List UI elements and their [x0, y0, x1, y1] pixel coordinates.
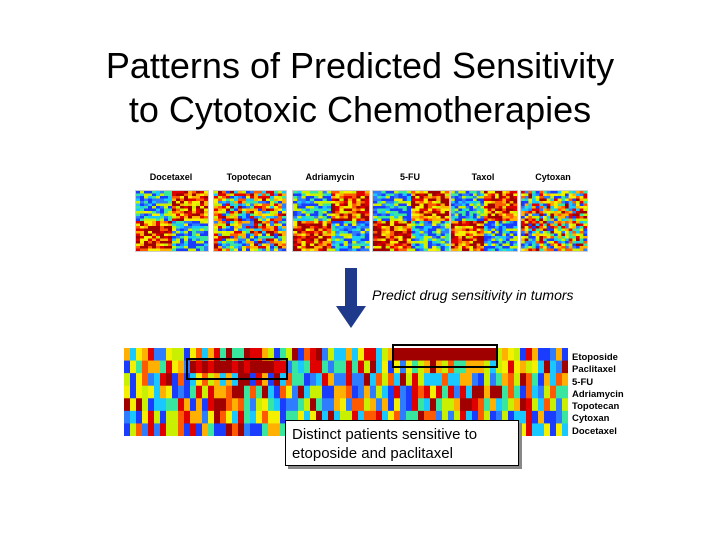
slide-title: Patterns of Predicted Sensitivity to Cyt… [0, 44, 720, 132]
heatmap-topotecan [213, 190, 287, 252]
title-line-1: Patterns of Predicted Sensitivity [105, 45, 615, 86]
heatmap-label-taxol: Taxol [471, 172, 495, 182]
row-label-etoposide: Etoposide [572, 352, 618, 363]
drug-row-labels: Etoposide Paclitaxel 5-FU Adriamycin Top… [572, 352, 624, 438]
down-arrow-icon [336, 268, 366, 328]
row-label-adriamycin: Adriamycin [572, 388, 624, 400]
heatmap-taxol [450, 190, 518, 252]
heatmap-label-adriamycin: Adriamycin [305, 172, 355, 182]
heatmap-label-docetaxel: Docetaxel [149, 172, 193, 182]
row-label-docetaxel: Docetaxel [572, 425, 617, 437]
heatmap-adriamycin [292, 190, 370, 252]
predict-caption: Predict drug sensitivity in tumors [372, 287, 574, 303]
heatmap-label-topotecan: Topotecan [226, 172, 272, 182]
heatmap-docetaxel [135, 190, 209, 252]
heatmap-label-5fu: 5-FU [400, 172, 420, 182]
heatmap-cytoxan [520, 190, 588, 252]
callout-line-1: Distinct patients sensitive to [292, 426, 478, 443]
row-label-paclitaxel: Paclitaxel [572, 364, 616, 376]
row-label-5fu: 5-FU [572, 376, 594, 388]
title-line-2: to Cytotoxic Chemotherapies [128, 89, 592, 130]
highlight-box-etoposide [392, 344, 498, 368]
heatmap-5fu [372, 190, 450, 252]
row-label-topotecan: Topotecan [572, 401, 620, 413]
highlight-box-paclitaxel [186, 358, 288, 380]
heatmap-label-cytoxan: Cytoxan [535, 172, 571, 182]
row-label-cytoxan: Cytoxan [572, 413, 610, 425]
callout-line-2: etoposide and paclitaxel [292, 445, 453, 462]
callout-box: Distinct patients sensitive to etoposide… [285, 420, 519, 466]
